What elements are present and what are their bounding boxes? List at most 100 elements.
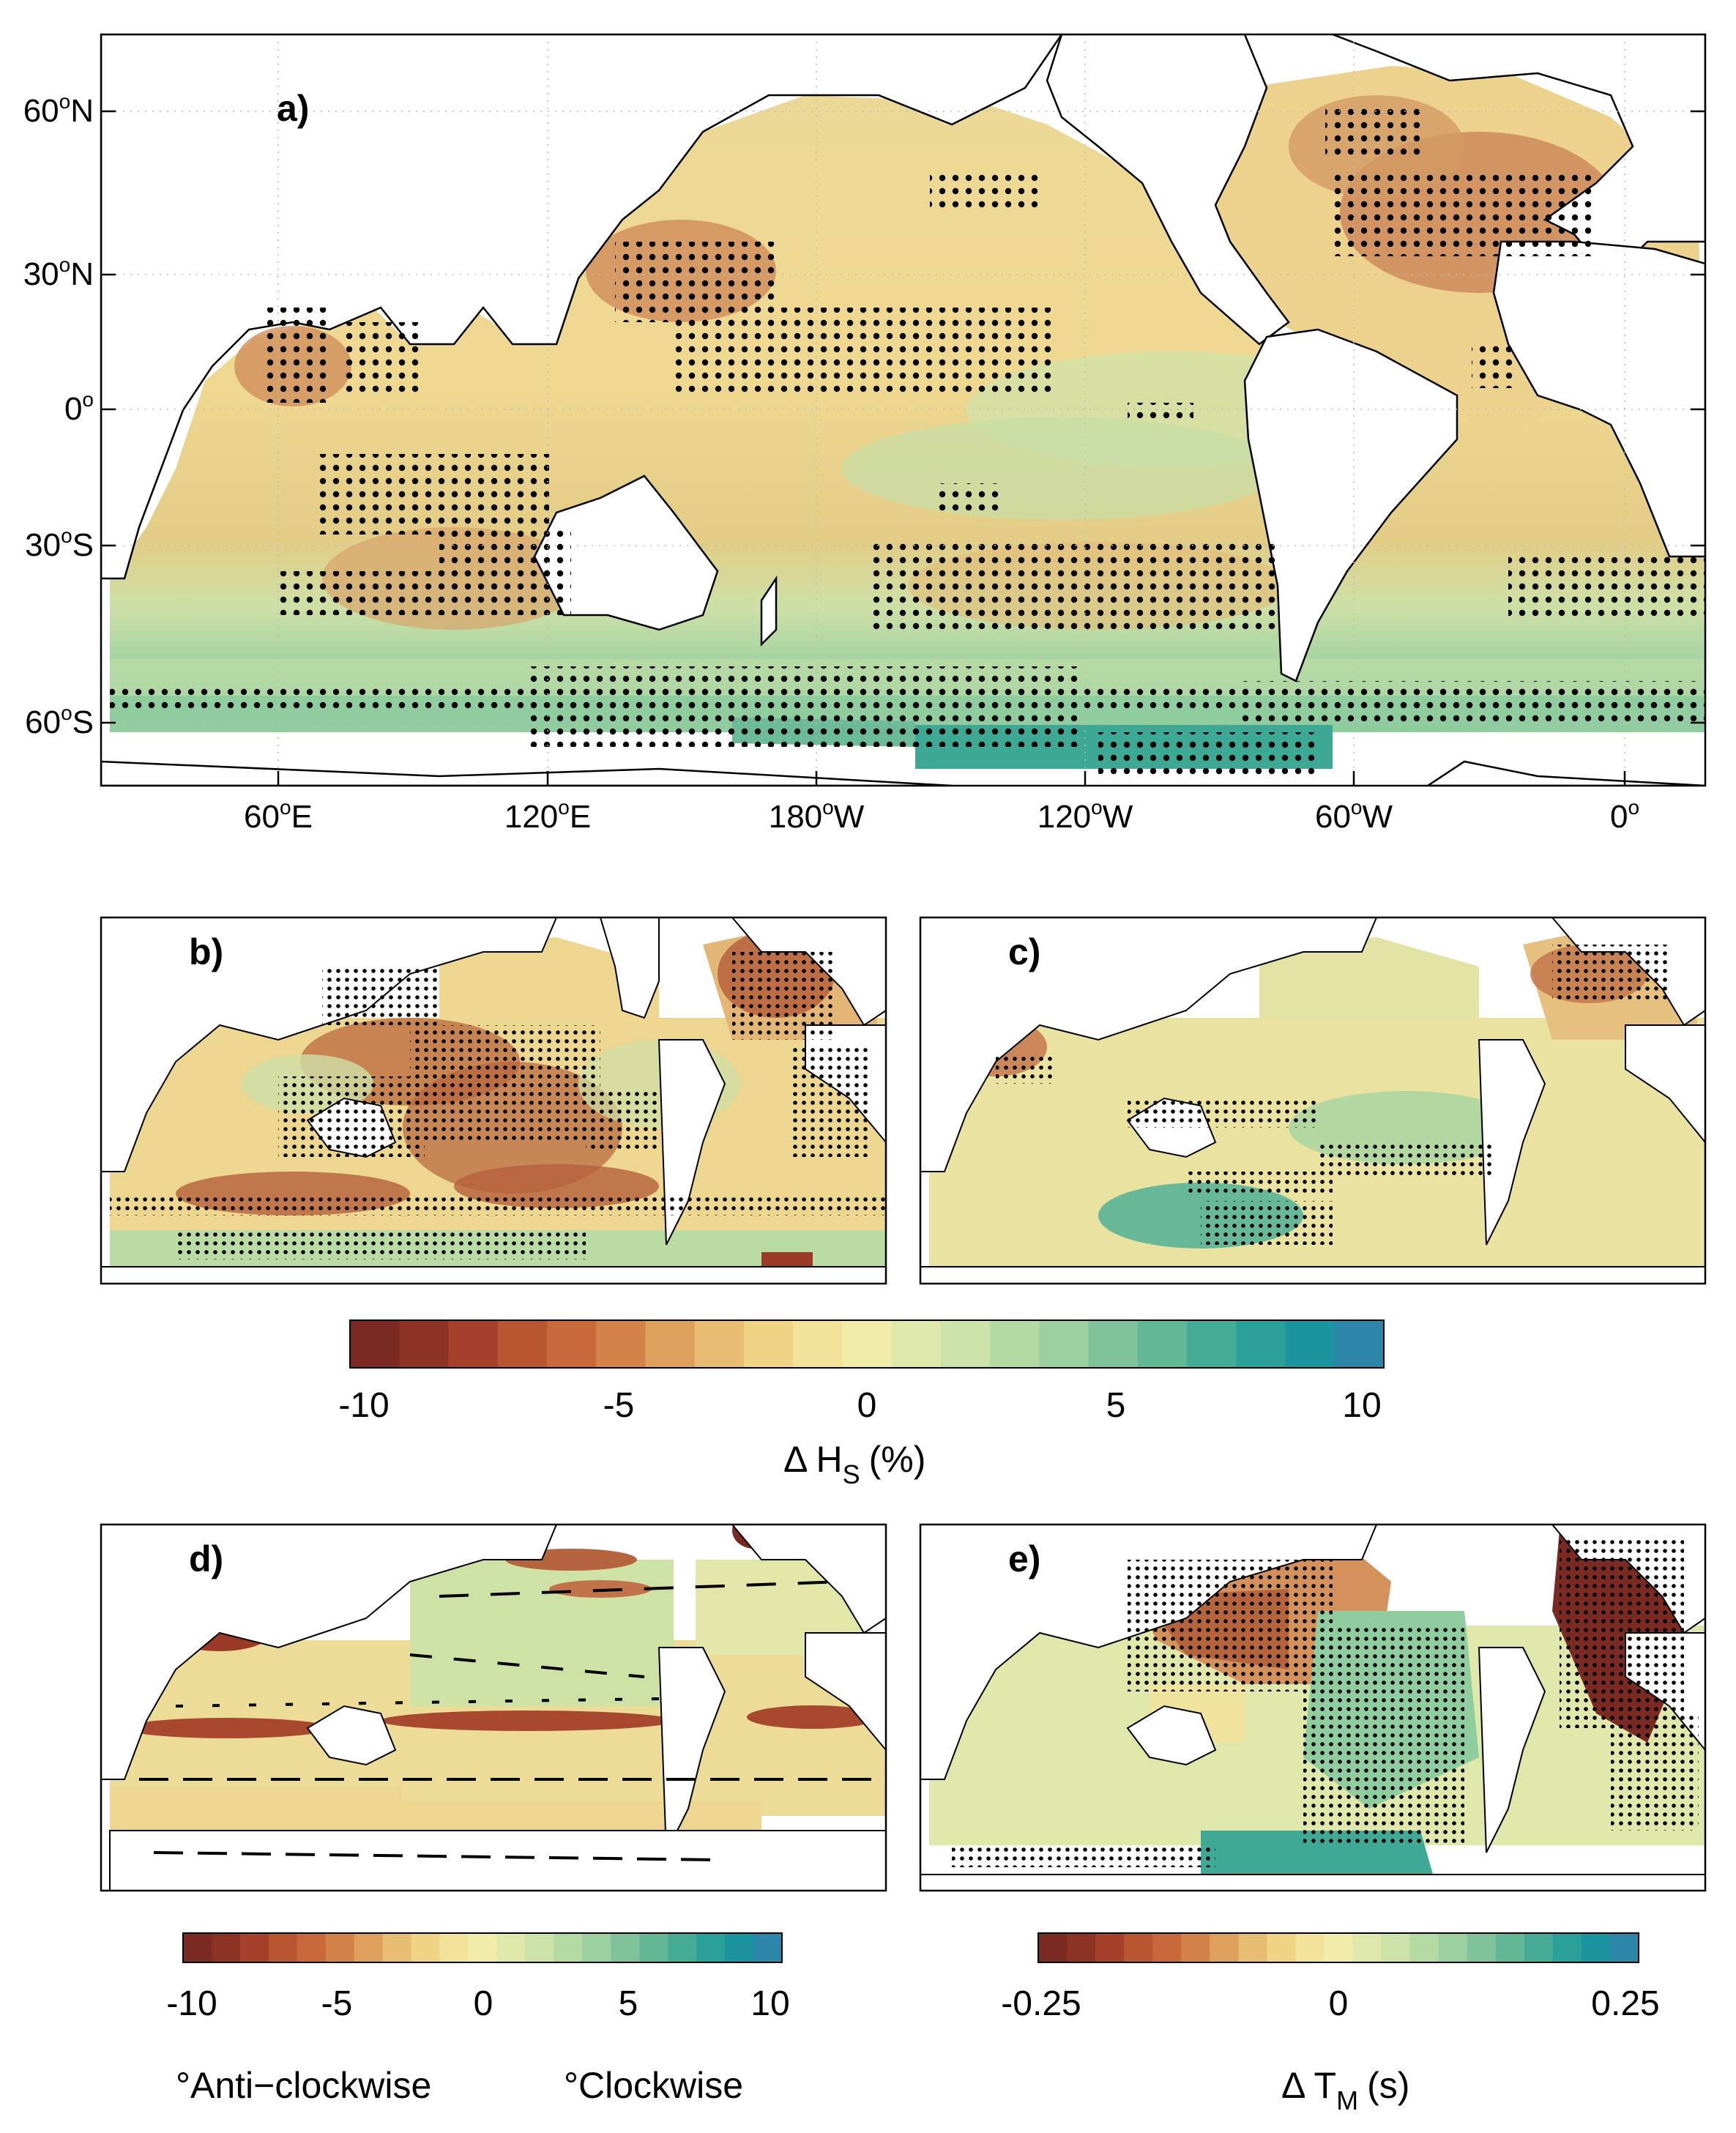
- colorbar-swatch: [546, 1320, 597, 1368]
- lat-label-30n: 30oN: [23, 253, 94, 292]
- colorbar-swatch: [743, 1320, 794, 1368]
- colorbar-swatch: [1285, 1320, 1335, 1368]
- lat-label-30s: 30oS: [25, 524, 94, 563]
- colorbar-swatch: [268, 1933, 298, 1962]
- colorbar-swatch: [183, 1933, 212, 1962]
- lon-label-180w: 180oW: [769, 796, 865, 835]
- colorbar-swatch: [696, 1933, 726, 1962]
- colorbar-swatch: [1137, 1320, 1188, 1368]
- colorbar-swatch: [1181, 1933, 1210, 1962]
- panel-b-label: b): [189, 931, 223, 972]
- colorbar-swatch: [497, 1320, 548, 1368]
- colorbar-swatch: [1067, 1933, 1096, 1962]
- panel-d-field: [101, 1525, 886, 1891]
- svg-text:-5: -5: [321, 1984, 353, 2023]
- colorbar-swatch: [1236, 1320, 1286, 1368]
- colorbar-swatch: [468, 1933, 497, 1962]
- colorbar-swatch: [668, 1933, 697, 1962]
- colorbar-swatch: [1381, 1933, 1411, 1962]
- colorbar-swatch: [793, 1320, 843, 1368]
- colorbar-swatch: [1609, 1933, 1639, 1962]
- colorbar-swatch: [382, 1933, 412, 1962]
- lon-axis-labels: 60oE 120oE 180oW 120oW 60oW 0o: [244, 796, 1639, 835]
- svg-text:-0.25: -0.25: [1001, 1984, 1081, 2023]
- colorbar-dir: [183, 1933, 783, 1962]
- colorbar-swatch: [1467, 1933, 1497, 1962]
- colorbar-swatch: [1088, 1320, 1139, 1368]
- colorbar-tm-ticks: -0.25 0 0.25: [1001, 1984, 1659, 2023]
- svg-text:10: 10: [750, 1984, 789, 2023]
- colorbar-swatch: [891, 1320, 942, 1368]
- svg-text:-10: -10: [166, 1984, 217, 2023]
- colorbar-dir-ticks: -10 -5 0 5 10: [166, 1984, 789, 2023]
- panel-d-frame: [100, 1523, 887, 1892]
- panel-a-land: [101, 34, 1705, 786]
- colorbar-swatch: [1409, 1933, 1439, 1962]
- colorbar-swatch: [1334, 1320, 1385, 1368]
- colorbar-swatch: [297, 1933, 327, 1962]
- lat-label-0: 0o: [64, 388, 94, 427]
- lat-axis-labels: 60oN 30oN 0o 30oS 60oS: [23, 90, 94, 740]
- colorbar-swatch: [1152, 1933, 1182, 1962]
- colorbar-swatch: [354, 1933, 384, 1962]
- colorbar-swatch: [496, 1933, 526, 1962]
- colorbar-swatch: [1038, 1933, 1068, 1962]
- panel-e-frame: [919, 1523, 1707, 1892]
- lon-label-120e: 120oE: [504, 796, 591, 835]
- colorbar-swatch: [1495, 1933, 1525, 1962]
- panel-e-field: [920, 1525, 1705, 1891]
- colorbar-swatch: [1210, 1933, 1239, 1962]
- panel-a-label: a): [277, 88, 309, 129]
- colorbar-swatch: [1238, 1933, 1267, 1962]
- colorbar-swatch: [1267, 1933, 1296, 1962]
- colorbar-swatch: [1124, 1933, 1153, 1962]
- colorbar-swatch: [448, 1320, 499, 1368]
- colorbar-tm: [1038, 1933, 1639, 1962]
- svg-text:0: 0: [474, 1984, 493, 2023]
- svg-text:0: 0: [1329, 1984, 1349, 2023]
- colorbar-hs: [350, 1320, 1385, 1368]
- colorbar-swatch: [525, 1933, 554, 1962]
- panel-a-field: [101, 34, 1705, 786]
- colorbar-swatch: [1581, 1933, 1611, 1962]
- svg-text:0.25: 0.25: [1591, 1984, 1659, 2023]
- lon-label-0: 0o: [1610, 796, 1639, 835]
- colorbar-swatch: [990, 1320, 1040, 1368]
- colorbar-tm-label: Δ TM (s): [1281, 2065, 1409, 2115]
- panel-c-field: [920, 917, 1705, 1284]
- colorbar-swatch: [940, 1320, 991, 1368]
- panel-c-label: c): [1008, 931, 1040, 972]
- lon-label-60w: 60oW: [1315, 796, 1393, 835]
- panel-c-frame: [919, 916, 1707, 1285]
- lat-label-60s: 60oS: [25, 701, 94, 740]
- lat-label-60n: 60oN: [23, 90, 94, 129]
- colorbar-swatch: [694, 1320, 745, 1368]
- colorbar-swatch: [842, 1320, 893, 1368]
- colorbar-swatch: [399, 1320, 449, 1368]
- colorbar-swatch: [1039, 1320, 1089, 1368]
- colorbar-hs-ticks: -10 -5 0 5 10: [338, 1386, 1381, 1425]
- colorbar-swatch: [554, 1933, 583, 1962]
- panel-d-label: d): [189, 1538, 223, 1579]
- svg-text:-10: -10: [338, 1386, 389, 1425]
- colorbar-swatch: [1524, 1933, 1554, 1962]
- colorbar-swatch: [1438, 1933, 1468, 1962]
- colorbar-swatch: [753, 1933, 783, 1962]
- colorbar-swatch: [582, 1933, 611, 1962]
- svg-text:5: 5: [619, 1984, 638, 2023]
- panel-b-frame: [100, 916, 887, 1285]
- colorbar-swatch: [1352, 1933, 1382, 1962]
- svg-text:0: 0: [857, 1386, 877, 1425]
- lon-label-120w: 120oW: [1037, 796, 1133, 835]
- colorbar-swatch: [645, 1320, 696, 1368]
- colorbar-swatch: [1095, 1933, 1125, 1962]
- colorbar-swatch: [411, 1933, 441, 1962]
- colorbar-swatch: [725, 1933, 754, 1962]
- colorbar-swatch: [439, 1933, 469, 1962]
- colorbar-dir-label-left: °Anti−clockwise: [176, 2065, 431, 2106]
- colorbar-swatch: [1295, 1933, 1325, 1962]
- panel-b-field: [101, 917, 886, 1284]
- colorbar-swatch: [639, 1933, 668, 1962]
- colorbar-swatch: [1552, 1933, 1582, 1962]
